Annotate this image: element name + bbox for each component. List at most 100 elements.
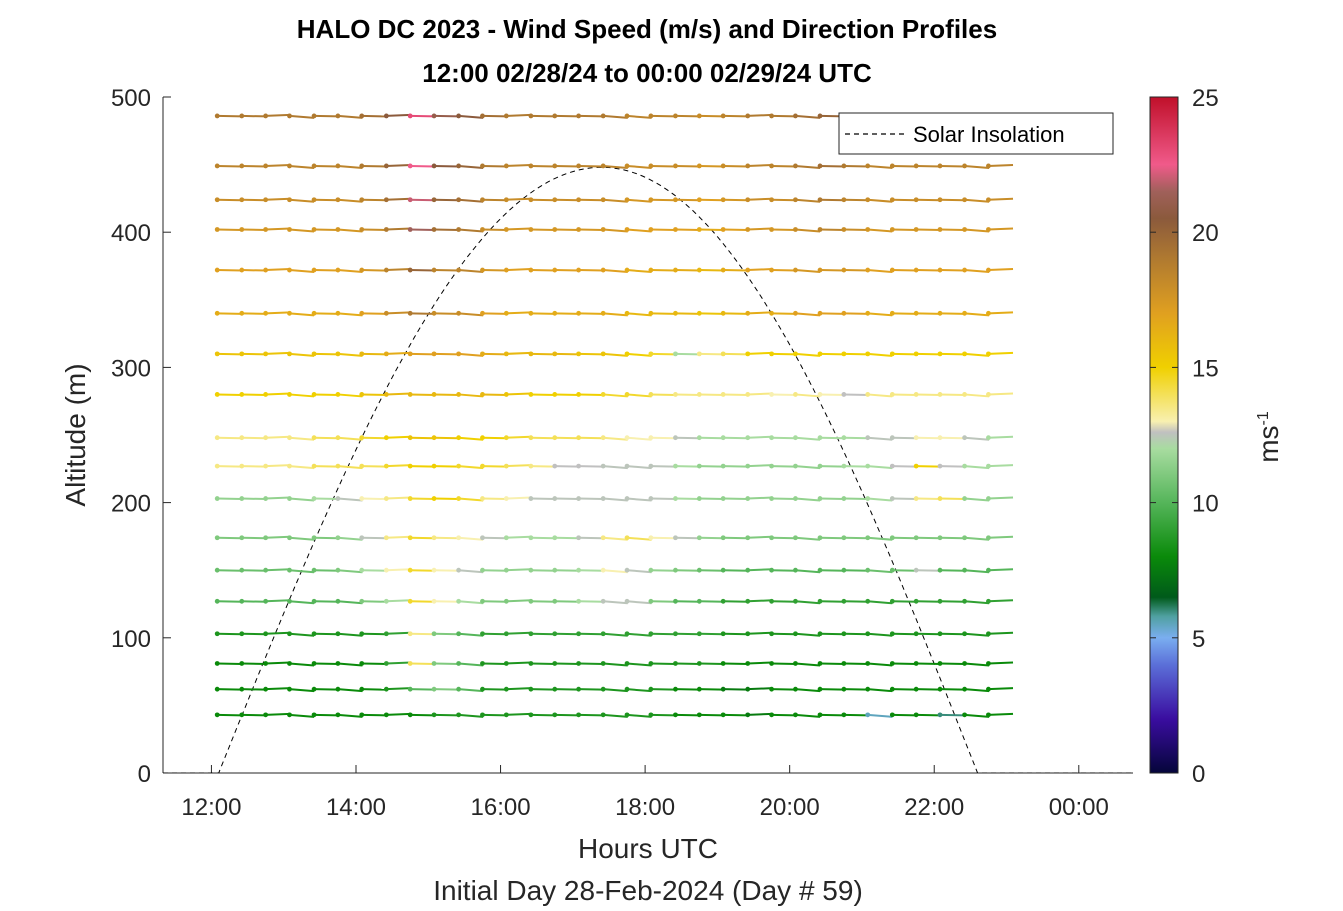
wind-barb-shaft [265, 661, 291, 665]
wind-barb-shaft [916, 632, 941, 636]
wind-barb-shaft [699, 497, 724, 501]
wind-barb-point [865, 631, 871, 637]
wind-barb-point [576, 535, 582, 541]
wind-barb-shaft [482, 662, 508, 665]
wind-barb-point [648, 686, 654, 692]
wind-barb-shaft [337, 393, 363, 398]
wind-barb-shaft [361, 536, 387, 540]
wind-barb-point [263, 463, 269, 469]
wind-barb-point [383, 631, 389, 637]
wind-barb-shaft [771, 164, 797, 168]
wind-barb-shaft [386, 113, 411, 117]
wind-barb-shaft [603, 114, 628, 119]
wind-barb-shaft [458, 393, 484, 398]
wind-barb-shaft [361, 269, 387, 272]
wind-barb-shaft [361, 713, 387, 717]
wind-barb-point [311, 310, 317, 316]
wind-barb-point [696, 113, 702, 119]
wind-barb-shaft [410, 600, 435, 603]
wind-barb-point [648, 435, 654, 441]
wind-barb-shaft [867, 436, 893, 441]
wind-barb-shaft [217, 688, 242, 691]
wind-barb-point [889, 163, 895, 169]
wind-barb-point [263, 113, 269, 119]
wind-barb-shaft [626, 114, 652, 119]
wind-barb-shaft [530, 713, 556, 717]
wind-barb-shaft [337, 688, 363, 693]
wind-barb-shaft [892, 536, 917, 540]
wind-barb-shaft [314, 436, 339, 440]
wind-barb-point [576, 435, 582, 441]
wind-barb-shaft [337, 269, 363, 274]
wind-barb-point [311, 535, 317, 541]
wind-barb-shaft [699, 198, 724, 202]
wind-barb-point [889, 712, 895, 718]
wind-barb-point [962, 535, 967, 541]
wind-barb-shaft [771, 465, 797, 468]
wind-barb-shaft [650, 269, 676, 272]
wind-barb-point [720, 661, 726, 666]
wind-barb-shaft [217, 569, 242, 572]
wind-barb-shaft [916, 497, 941, 501]
wind-barb-shaft [939, 569, 965, 572]
wind-barb-point [817, 535, 823, 541]
wind-barb-point [745, 163, 751, 169]
wind-barb-shaft [458, 569, 484, 574]
wind-barb-shaft [578, 569, 604, 572]
wind-barb-shaft [916, 228, 941, 231]
wind-barb-shaft [410, 228, 435, 231]
wind-barb-shaft [988, 392, 1014, 396]
wind-barb-point [624, 712, 630, 718]
wind-barb-point [841, 598, 847, 604]
wind-barb-shaft [916, 662, 941, 665]
wind-barb-shaft [892, 688, 917, 691]
wind-barb-point [673, 598, 678, 604]
wind-barb-point [962, 310, 967, 316]
wind-barb-point [937, 567, 943, 573]
wind-barb-point [841, 267, 847, 273]
wind-barb-point [335, 392, 341, 397]
wind-barb-shaft [988, 535, 1014, 539]
wind-barb-shaft [892, 312, 917, 315]
wind-barb-point [841, 686, 847, 692]
wind-barb-shaft [603, 465, 628, 470]
wind-barb-shaft [361, 688, 387, 691]
wind-barb-shaft [578, 436, 604, 440]
wind-barb-point [937, 463, 943, 469]
wind-barb-point [673, 310, 678, 316]
wind-barb-shaft [265, 268, 291, 272]
wind-barb-shaft [530, 312, 556, 315]
wind-barb-shaft [820, 269, 845, 272]
wind-barb-point [793, 113, 798, 119]
wind-barb-shaft [988, 631, 1014, 635]
wind-barb-shaft [530, 436, 556, 440]
wind-barb-point [793, 463, 798, 469]
wind-barb-point [673, 661, 678, 666]
wind-barb-point [624, 686, 630, 692]
wind-barb-shaft [289, 536, 315, 541]
wind-barb-shaft [675, 269, 701, 272]
wind-barb-point [865, 197, 871, 203]
wind-barb-point [769, 463, 774, 469]
wind-barb-shaft [675, 228, 701, 231]
wind-barb-shaft [265, 631, 291, 635]
wind-barb-point [311, 463, 317, 469]
wind-barb-point [673, 351, 678, 357]
colorbar-ticks: 0 5 10 15 20 25 [1150, 85, 1219, 788]
wind-barb-shaft [699, 114, 724, 118]
wind-barb-shaft [241, 312, 267, 315]
wind-barb-shaft [241, 536, 267, 540]
wind-barb-shaft [482, 569, 508, 572]
wind-barb-point [865, 351, 871, 357]
wind-barb-point [431, 227, 437, 232]
wind-barb-shaft [217, 662, 242, 665]
wind-barb-shaft [867, 662, 893, 667]
wind-barb-shaft [650, 569, 676, 572]
wind-barb-shaft [771, 393, 797, 396]
wind-barb-point [214, 435, 220, 441]
wind-barb-shaft [265, 712, 291, 716]
wind-barb-point [986, 567, 991, 573]
wind-barb-point [407, 661, 413, 666]
wind-barb-point [311, 267, 317, 273]
wind-barb-shaft [554, 312, 580, 315]
